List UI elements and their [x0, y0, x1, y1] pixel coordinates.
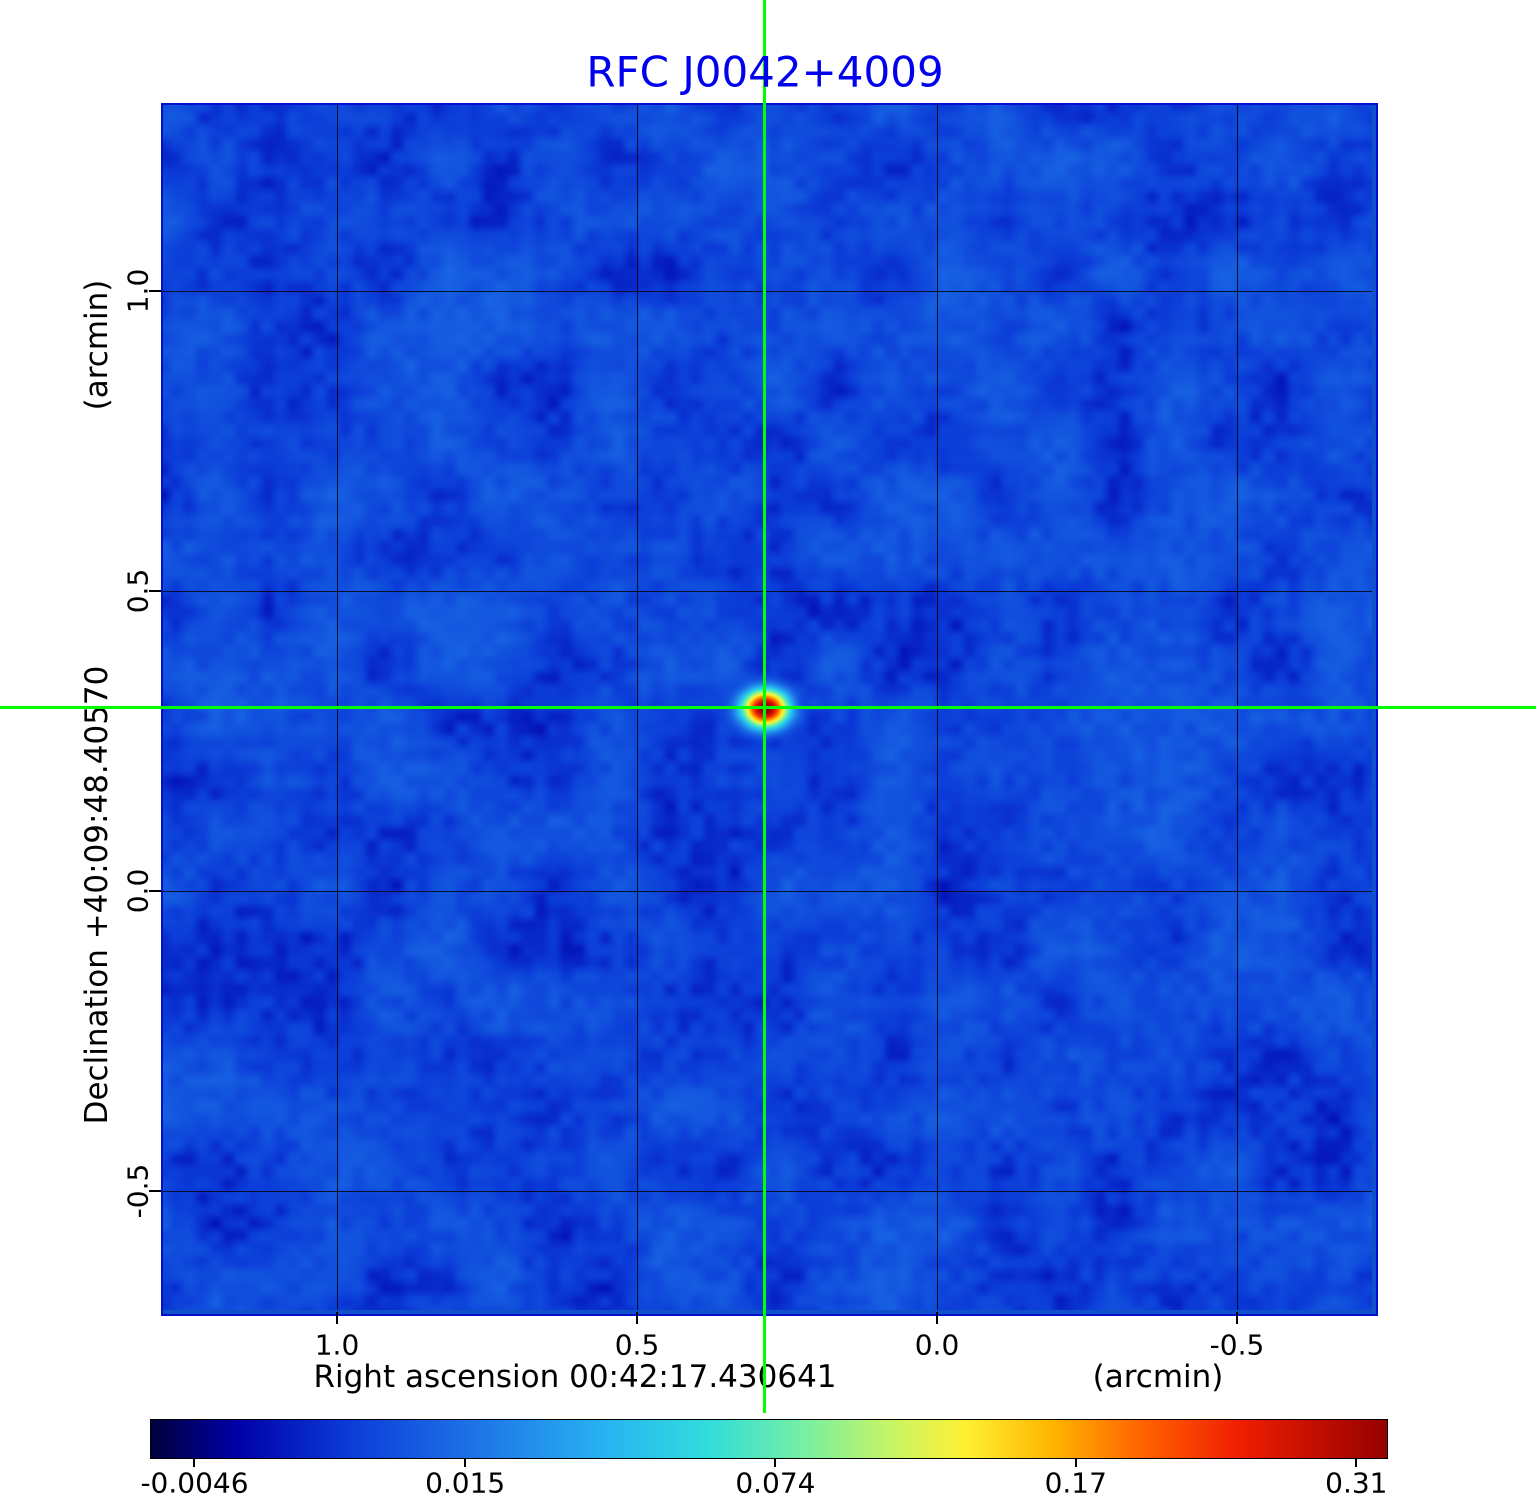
colorbar-tick-label: 0.17: [1044, 1466, 1107, 1500]
colorbar-tick-mark: [464, 1458, 467, 1467]
x-axis-tick-mark: [936, 1312, 938, 1324]
colorbar-tick-mark: [193, 1458, 196, 1467]
colorbar-gradient: [151, 1420, 1387, 1458]
colorbar-tick-label: 0.31: [1325, 1466, 1388, 1500]
colorbar: [150, 1419, 1388, 1459]
x-axis-tick-mark: [336, 1312, 338, 1324]
y-axis-tick-mark: [149, 590, 161, 592]
x-axis-tick-mark: [1236, 1312, 1238, 1324]
grid-line-horizontal: [163, 291, 1372, 292]
plot-area: [161, 103, 1378, 1316]
x-tick-label: 0.5: [614, 1328, 660, 1362]
y-axis-tick-mark: [149, 290, 161, 292]
grid-line-horizontal: [163, 891, 1372, 892]
crosshair-horizontal-line: [0, 706, 1536, 709]
x-tick-label: -0.5: [1209, 1328, 1265, 1362]
colorbar-tick-mark: [1355, 1458, 1358, 1467]
grid-line-horizontal: [163, 591, 1372, 592]
colorbar-tick-label: -0.0046: [140, 1466, 249, 1500]
y-axis-tick-mark: [149, 1190, 161, 1192]
y-axis-unit-label: (arcmin): [79, 279, 115, 411]
y-axis-label: Declination +40:09:48.40570: [79, 665, 115, 1125]
colorbar-tick-mark: [774, 1458, 777, 1467]
figure-title: RFC J0042+4009: [586, 47, 944, 97]
colorbar-tick-label: 0.015: [425, 1466, 506, 1500]
x-tick-label: 1.0: [314, 1328, 360, 1362]
x-tick-label: 0.0: [914, 1328, 960, 1362]
colorbar-tick-mark: [1074, 1458, 1077, 1467]
colorbar-tick-label: 0.074: [735, 1466, 816, 1500]
y-axis-tick-mark: [149, 890, 161, 892]
grid-line-horizontal: [163, 1191, 1372, 1192]
x-axis-unit-label: (arcmin): [1092, 1359, 1224, 1395]
x-axis-label: Right ascension 00:42:17.430641: [313, 1359, 837, 1395]
x-axis-tick-mark: [636, 1312, 638, 1324]
